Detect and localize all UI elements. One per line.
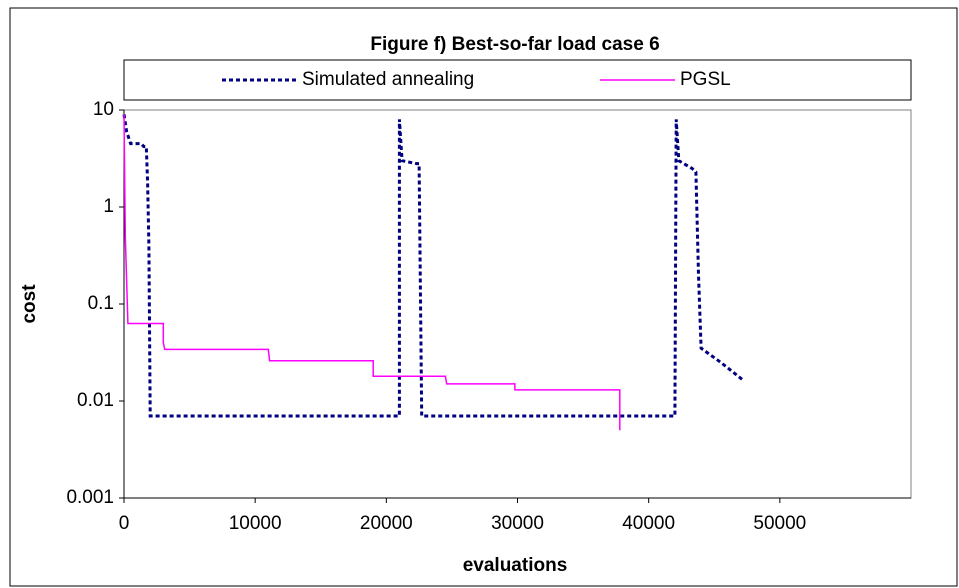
plot-area bbox=[123, 109, 912, 499]
x-tick-label: 10000 bbox=[229, 513, 282, 534]
y-axis-label: cost bbox=[19, 284, 40, 324]
y-tick-label: 0.01 bbox=[77, 390, 114, 411]
legend-label: Simulated annealing bbox=[302, 69, 474, 90]
x-tick-label: 40000 bbox=[622, 513, 675, 534]
y-tick-label: 1 bbox=[103, 196, 114, 217]
x-tick-label: 30000 bbox=[491, 513, 544, 534]
legend-label: PGSL bbox=[680, 69, 731, 90]
x-axis-label: evaluations bbox=[463, 555, 568, 576]
y-tick-label: 0.1 bbox=[88, 293, 114, 314]
chart-title: Figure f) Best-so-far load case 6 bbox=[370, 34, 659, 55]
series-line bbox=[122, 114, 746, 418]
x-tick-label: 20000 bbox=[360, 513, 413, 534]
y-tick-label: 0.001 bbox=[66, 487, 114, 508]
y-tick-label: 10 bbox=[93, 99, 114, 120]
series-line bbox=[123, 114, 621, 431]
legend bbox=[123, 59, 912, 101]
x-tick-label: 0 bbox=[119, 513, 130, 534]
x-tick-label: 50000 bbox=[753, 513, 806, 534]
